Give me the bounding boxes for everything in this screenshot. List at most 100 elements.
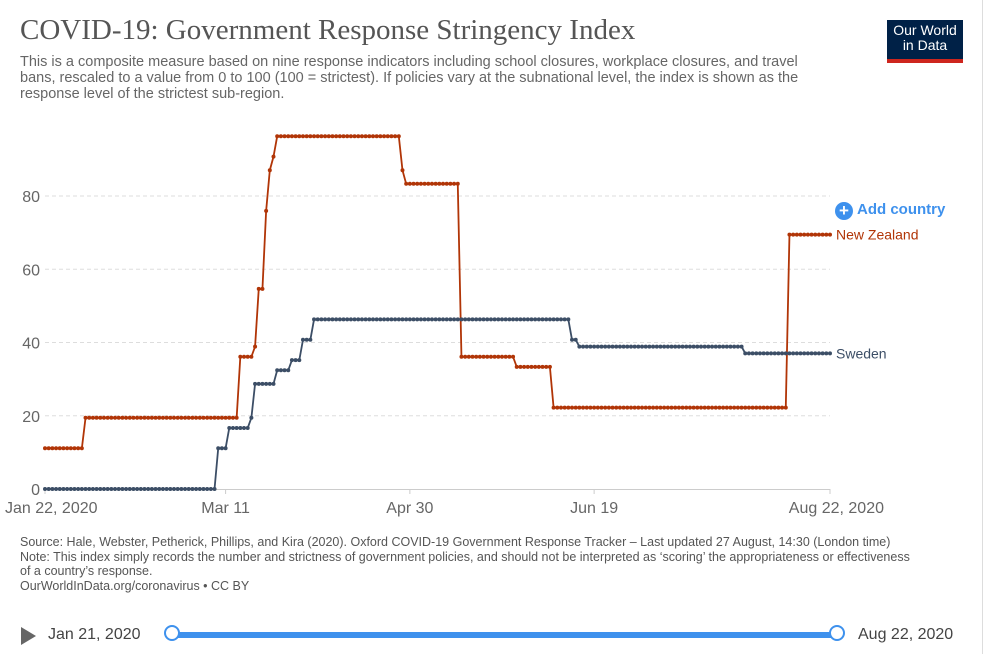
data-point <box>794 232 799 237</box>
timeline-end-handle[interactable] <box>829 625 845 641</box>
data-point <box>470 317 475 322</box>
data-point <box>809 232 814 237</box>
license-link[interactable]: OurWorldInData.org/coronavirus • CC BY <box>20 578 250 593</box>
data-point <box>721 344 726 349</box>
data-point <box>570 337 575 342</box>
data-point <box>367 317 372 322</box>
data-point <box>481 317 486 322</box>
data-point <box>555 317 560 322</box>
data-point <box>105 415 110 420</box>
data-point <box>249 415 254 420</box>
y-tick-label: 60 <box>22 262 40 279</box>
data-point <box>223 415 228 420</box>
data-point <box>588 405 593 410</box>
data-point <box>120 487 125 491</box>
data-point <box>315 317 320 322</box>
timeline-start-handle[interactable] <box>164 625 180 641</box>
data-point <box>337 134 342 139</box>
series-label[interactable]: Sweden <box>836 345 887 361</box>
data-point <box>813 351 818 356</box>
source-text: Source: Hale, Webster, Petherick, Philli… <box>20 535 891 549</box>
data-point <box>201 415 206 420</box>
data-point <box>588 344 593 349</box>
data-point <box>348 317 353 322</box>
data-point <box>765 351 770 356</box>
data-point <box>300 134 305 139</box>
data-point <box>76 446 81 451</box>
data-point <box>260 381 265 386</box>
data-point <box>724 344 729 349</box>
owid-logo[interactable]: Our World in Data <box>887 20 963 63</box>
data-point <box>348 134 353 139</box>
data-point <box>227 425 232 430</box>
play-icon[interactable] <box>21 627 36 645</box>
data-point <box>197 487 202 491</box>
data-point <box>87 415 92 420</box>
data-point <box>374 317 379 322</box>
data-point <box>404 317 409 322</box>
plus-icon: + <box>835 202 853 220</box>
data-point <box>65 487 70 491</box>
data-point <box>724 405 729 410</box>
data-point <box>503 354 508 359</box>
data-point <box>378 134 383 139</box>
data-point <box>573 337 578 342</box>
data-point <box>592 405 597 410</box>
data-point <box>783 405 788 410</box>
data-point <box>695 405 700 410</box>
data-point <box>680 405 685 410</box>
data-point <box>533 364 538 369</box>
data-point <box>212 487 217 491</box>
data-point <box>157 487 162 491</box>
data-point <box>444 317 449 322</box>
data-point <box>717 344 722 349</box>
data-point <box>595 405 600 410</box>
data-point <box>595 344 600 349</box>
data-point <box>499 354 504 359</box>
data-point <box>544 364 549 369</box>
data-point <box>684 344 689 349</box>
data-point <box>794 351 799 356</box>
data-point <box>382 134 387 139</box>
data-point <box>570 405 575 410</box>
data-point <box>160 415 165 420</box>
data-point <box>234 415 239 420</box>
data-point <box>116 415 121 420</box>
data-point <box>312 317 317 322</box>
data-point <box>499 317 504 322</box>
data-point <box>57 487 62 491</box>
data-point <box>164 415 169 420</box>
data-point <box>761 351 766 356</box>
data-point <box>127 415 132 420</box>
data-point <box>407 181 412 186</box>
data-point <box>393 317 398 322</box>
data-point <box>647 405 652 410</box>
data-point <box>739 344 744 349</box>
data-point <box>625 405 630 410</box>
data-point <box>171 487 176 491</box>
logo-line-1: Our World <box>893 22 957 38</box>
data-point <box>606 405 611 410</box>
data-point <box>83 415 88 420</box>
data-point <box>529 364 534 369</box>
data-point <box>448 317 453 322</box>
data-point <box>105 487 110 491</box>
data-point <box>396 317 401 322</box>
data-point <box>308 337 313 342</box>
data-point <box>603 405 608 410</box>
data-point <box>109 487 114 491</box>
add-country-button[interactable]: + Add country <box>835 201 945 220</box>
data-point <box>201 487 206 491</box>
data-point <box>371 134 376 139</box>
data-point <box>352 134 357 139</box>
data-point <box>87 487 92 491</box>
data-point <box>706 405 711 410</box>
timeline-track[interactable] <box>172 632 837 638</box>
data-point <box>562 317 567 322</box>
data-point <box>404 181 409 186</box>
data-point <box>400 168 405 173</box>
data-point <box>68 446 73 451</box>
series-label[interactable]: New Zealand <box>836 227 919 243</box>
data-point <box>286 134 291 139</box>
